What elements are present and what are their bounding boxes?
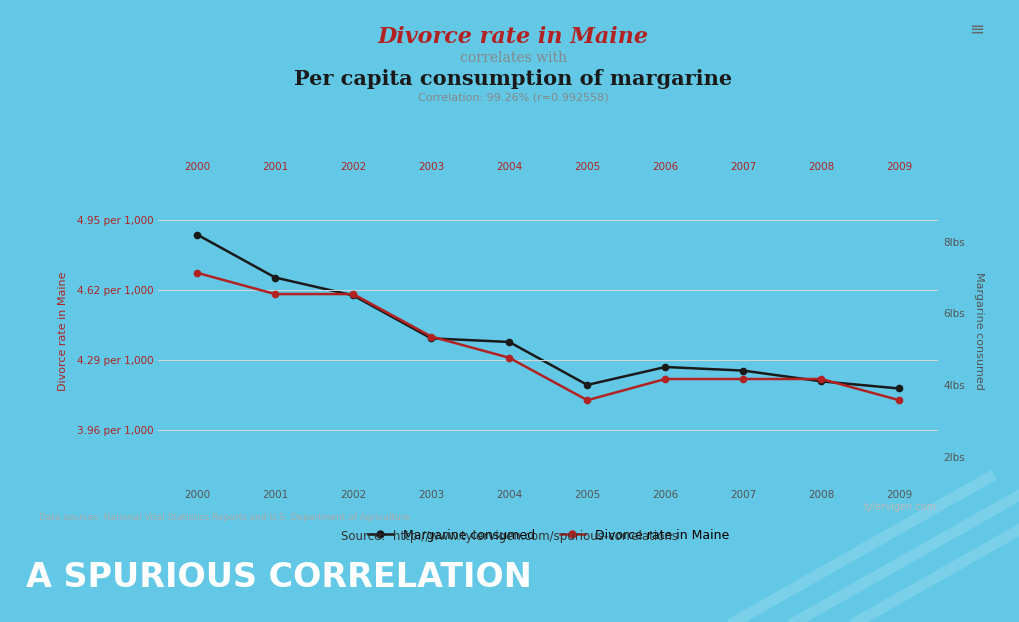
Legend: Margarine consumed, Divorce rate in Maine: Margarine consumed, Divorce rate in Main… [362,524,734,547]
Y-axis label: Margarine consumed: Margarine consumed [973,272,983,390]
Text: Divorce rate in Maine: Divorce rate in Maine [377,26,648,49]
Text: correlates with: correlates with [460,51,566,65]
Text: ≡: ≡ [969,21,983,39]
Text: Correlation: 99.26% (r=0.992558): Correlation: 99.26% (r=0.992558) [418,93,607,103]
Text: A SPURIOUS CORRELATION: A SPURIOUS CORRELATION [25,560,531,594]
Text: Data sources: National Vital Statistics Reports and U.S. Department of Agricultu: Data sources: National Vital Statistics … [39,513,410,522]
Text: Per capita consumption of margarine: Per capita consumption of margarine [293,69,732,89]
Text: tylervigen.com: tylervigen.com [862,502,935,512]
Text: Source:  http://www.tylervigen.com/spurious-correlations: Source: http://www.tylervigen.com/spurio… [341,531,678,543]
Y-axis label: Divorce rate in Maine: Divorce rate in Maine [58,271,68,391]
